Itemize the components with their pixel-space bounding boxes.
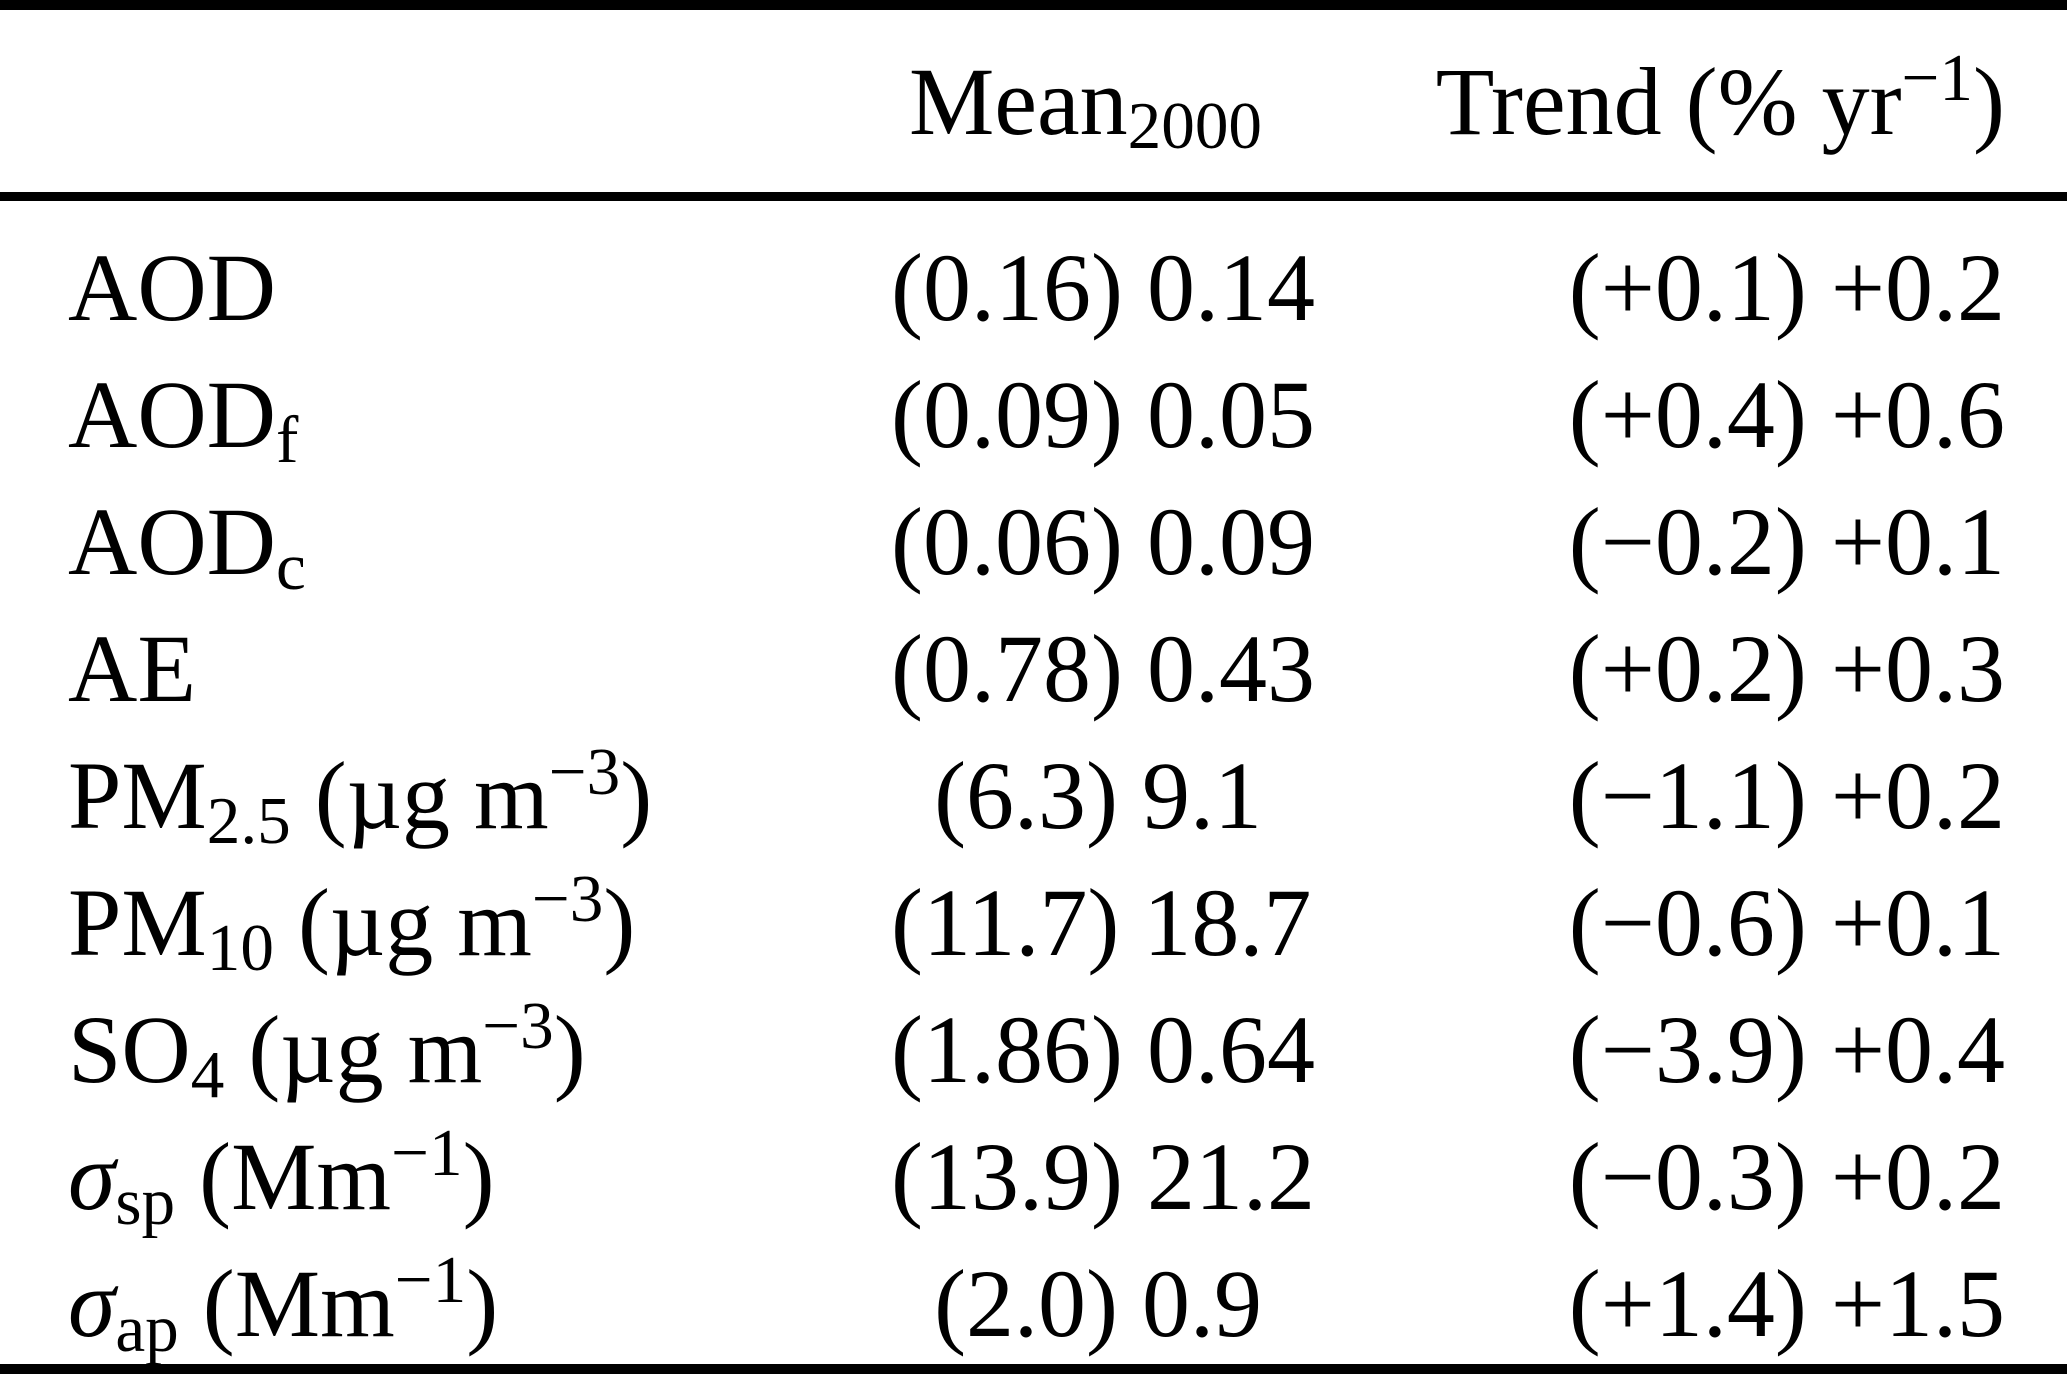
table-row: AE (0.78) 0.43 (+0.2) +0.3 [0, 605, 2067, 732]
superscript: −1 [391, 1115, 463, 1191]
trend-value: (−0.3) +0.2 [1568, 1123, 2005, 1230]
mean-2000-value: (1.86) 0.64 [891, 996, 1315, 1103]
row-label: SO4 (µg m−3) [68, 988, 586, 1112]
superscript: −3 [531, 861, 604, 937]
mean-2000-value: (6.3) 9.1 [934, 742, 1262, 849]
row-label: AODf [68, 361, 299, 477]
trend-value: (−0.2) +0.1 [1568, 488, 2005, 595]
mean-2000-value: (0.09) 0.05 [891, 361, 1315, 468]
subscript: c [275, 528, 306, 604]
superscript: −3 [482, 988, 554, 1064]
italic-symbol: σ [68, 1123, 116, 1230]
row-label: σap (Mm−1) [68, 1242, 499, 1366]
subscript: sp [115, 1163, 176, 1239]
mean-2000-value: (11.7) 18.7 [891, 869, 1312, 976]
header-trend-percent-per-year: Trend (% yr−1) [1263, 10, 2067, 201]
trend-value: (−0.6) +0.1 [1568, 869, 2005, 976]
row-label: σsp (Mm−1) [68, 1115, 495, 1239]
mean-2000-value: (2.0) 0.9 [934, 1250, 1262, 1357]
trend-value: (−3.9) +0.4 [1568, 996, 2005, 1103]
row-label: AODc [68, 488, 306, 604]
trend-value: (+0.1) +0.2 [1568, 234, 2005, 341]
subscript: 2.5 [206, 782, 291, 858]
trend-value: (+0.4) +0.6 [1568, 361, 2005, 468]
mean-2000-value: (0.16) 0.14 [891, 234, 1315, 341]
subscript: 10 [206, 909, 274, 985]
table-row: AOD (0.16) 0.14 (+0.1) +0.2 [0, 197, 2067, 352]
statistics-table: Mean2000 Trend (% yr−1) AOD (0.16) 0.14 (+… [0, 10, 2067, 1366]
trend-value: (+1.4) +1.5 [1568, 1250, 2005, 1357]
header-mean-2000: Mean2000 [890, 10, 1263, 201]
table-row: PM2.5 (µg m−3) (6.3) 9.1 (−1.1) +0.2 [0, 732, 2067, 859]
table-body: AOD (0.16) 0.14 (+0.1) +0.2 AODf (0.09) 0.05… [0, 197, 2067, 1366]
mean-2000-value: (13.9) 21.2 [891, 1123, 1315, 1230]
superscript: −1 [1901, 39, 1974, 115]
table-row: σap (Mm−1) (2.0) 0.9 (+1.4) +1.5 [0, 1240, 2067, 1366]
table-row: AODc (0.06) 0.09 (−0.2) +0.1 [0, 478, 2067, 605]
trend-value: (+0.2) +0.3 [1568, 615, 2005, 722]
superscript: −3 [548, 734, 621, 810]
table-row: AODf (0.09) 0.05 (+0.4) +0.6 [0, 351, 2067, 478]
trend-value: (−1.1) +0.2 [1568, 742, 2005, 849]
mean-2000-value: (0.78) 0.43 [891, 615, 1315, 722]
mean-2000-value: (0.06) 0.09 [891, 488, 1315, 595]
table-row: SO4 (µg m−3) (1.86) 0.64 (−3.9) +0.4 [0, 986, 2067, 1113]
table-row: PM10 (µg m−3) (11.7) 18.7 (−0.6) +0.1 [0, 859, 2067, 986]
row-label: AOD [68, 234, 276, 341]
header-empty-cell [0, 10, 890, 201]
table-header: Mean2000 Trend (% yr−1) [0, 10, 2067, 201]
row-label: PM10 (µg m−3) [68, 861, 636, 985]
row-label: PM2.5 (µg m−3) [68, 734, 653, 858]
subscript: 4 [190, 1036, 225, 1112]
subscript: ap [115, 1290, 179, 1366]
table-row: σsp (Mm−1) (13.9) 21.2 (−0.3) +0.2 [0, 1113, 2067, 1240]
header-row: Mean2000 Trend (% yr−1) [0, 10, 2067, 201]
row-label: AE [68, 615, 196, 722]
subscript: f [275, 401, 299, 477]
subscript: 2000 [1127, 88, 1262, 164]
italic-symbol: σ [68, 1250, 116, 1357]
superscript: −1 [394, 1242, 467, 1318]
